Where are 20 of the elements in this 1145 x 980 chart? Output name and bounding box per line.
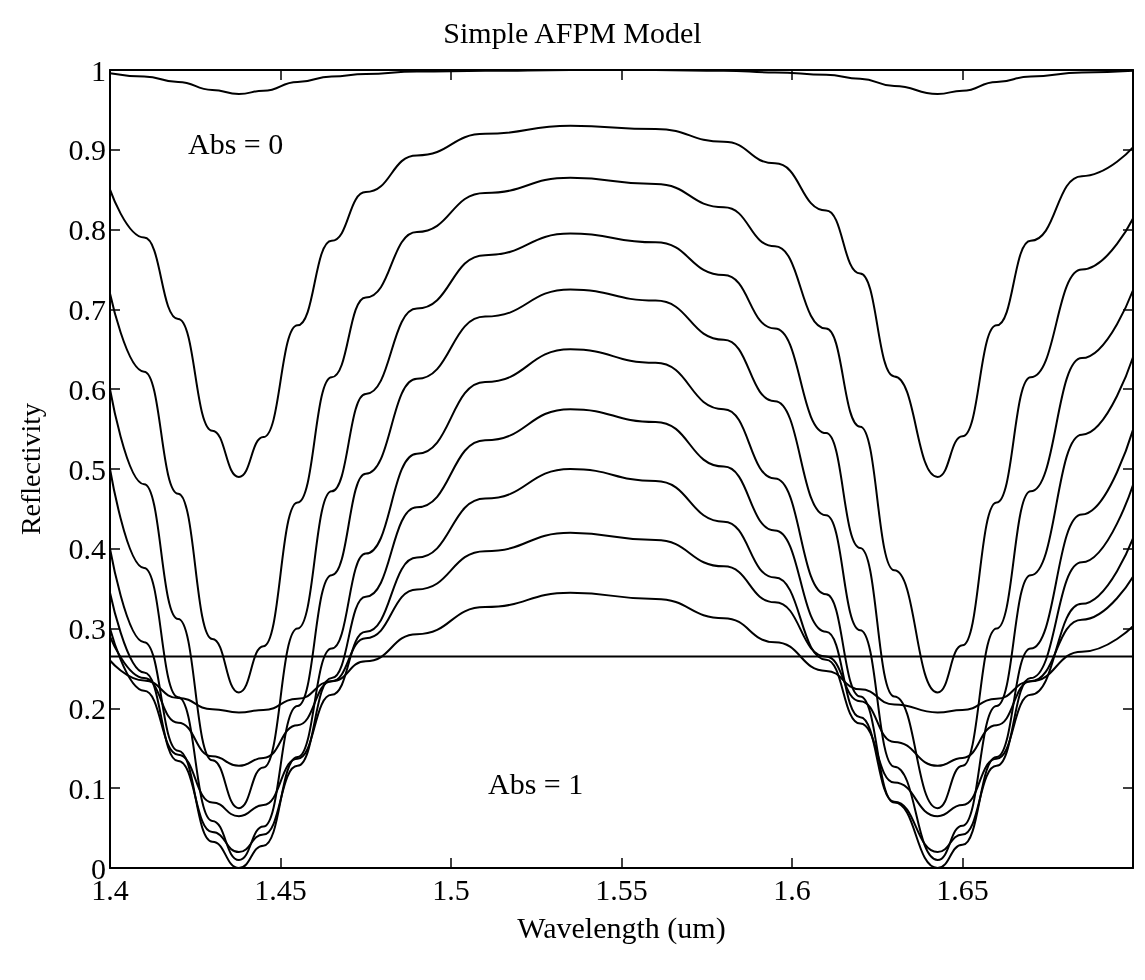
annotation: Abs = 1 (488, 766, 584, 800)
x-tick-label: 1.55 (595, 872, 648, 906)
y-tick-label: 0.8 (68, 213, 106, 247)
y-tick-label: 0.6 (68, 372, 106, 406)
y-tick-label: 0.3 (68, 612, 106, 646)
x-tick-label: 1.65 (936, 872, 989, 906)
y-tick-label: 0.9 (68, 133, 106, 167)
annotation: Abs = 0 (188, 126, 284, 160)
x-axis-title: Wavelength (um) (517, 910, 726, 945)
y-tick-label: 1 (91, 53, 106, 87)
x-tick-label: 1.6 (773, 872, 811, 906)
x-tick-label: 1.5 (432, 872, 470, 906)
x-tick-label: 1.45 (254, 872, 307, 906)
y-tick-label: 0.7 (68, 292, 106, 326)
y-tick-label: 0.5 (68, 452, 106, 486)
y-tick-label: 0.1 (68, 771, 106, 805)
y-tick-label: 0.2 (68, 691, 106, 725)
y-tick-label: 0.4 (68, 532, 106, 566)
y-axis-title: Reflectivity (14, 402, 46, 536)
chart-title: Simple AFPM Model (443, 15, 702, 49)
